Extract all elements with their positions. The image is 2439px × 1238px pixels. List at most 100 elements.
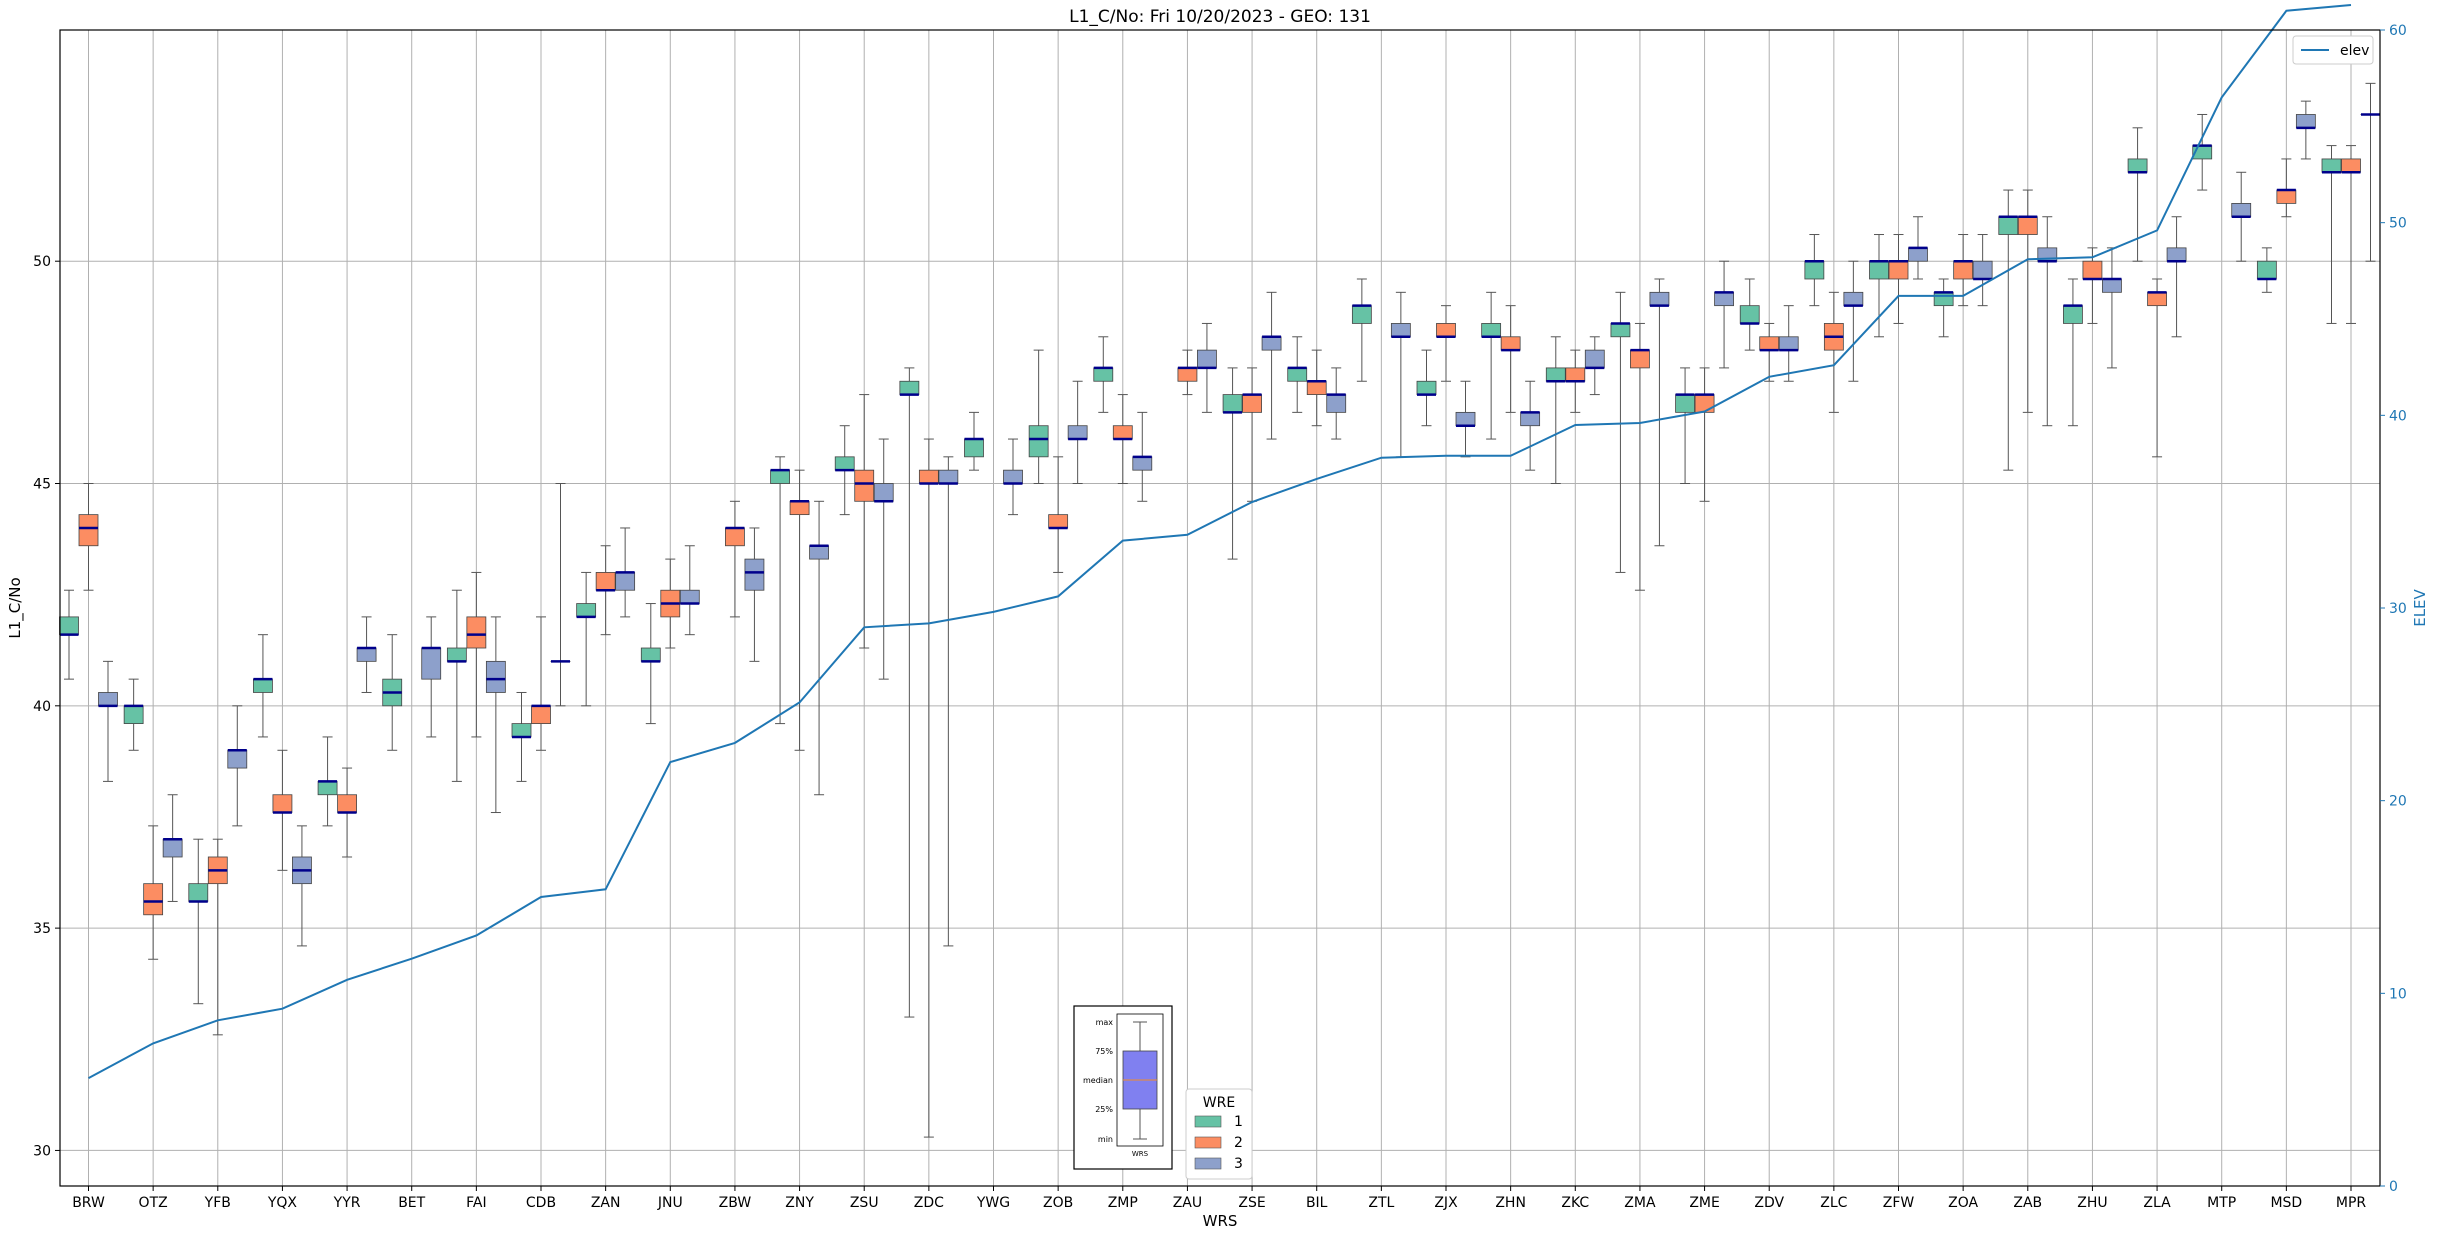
box-wre-3 xyxy=(2166,247,2187,262)
box-wre-1 xyxy=(511,723,532,738)
inset-label-median: median xyxy=(1083,1076,1113,1085)
box-wre-3 xyxy=(356,647,377,662)
box-wre-1 xyxy=(576,603,597,618)
box-wre-2 xyxy=(78,514,99,547)
box-wre-2 xyxy=(1953,260,1974,280)
x-tick-label: YYR xyxy=(333,1195,361,1211)
x-tick-label: MTP xyxy=(2207,1195,2236,1211)
x-tick-label: BET xyxy=(398,1195,425,1211)
x-tick-label: ZMP xyxy=(1108,1195,1138,1211)
elev-legend-frame xyxy=(2292,35,2374,65)
box-wre-2 xyxy=(595,572,616,591)
x-tick-label: YQX xyxy=(267,1195,298,1211)
box-wre-2 xyxy=(272,794,293,813)
x-tick-label: MSD xyxy=(2270,1195,2302,1211)
box-wre-3 xyxy=(1649,291,1670,307)
box-wre-2 xyxy=(1759,336,1780,351)
inset-label-min: min xyxy=(1098,1135,1113,1144)
box-wre-1 xyxy=(1869,260,1889,280)
box-wre-3 xyxy=(679,589,700,604)
inset-label-q3: 75% xyxy=(1095,1047,1113,1056)
box-wre-3 xyxy=(1455,411,1476,427)
box-wre-3 xyxy=(227,749,248,769)
y-right-tick-label: 40 xyxy=(2389,408,2407,424)
x-tick-label: BRW xyxy=(72,1195,105,1211)
box-wre-3 xyxy=(2231,202,2252,218)
box-wre-1 xyxy=(1481,323,1502,338)
box-wre-1 xyxy=(1222,394,1243,413)
y-axis-right-label: ELEV xyxy=(2411,588,2429,626)
box-wre-3 xyxy=(1132,456,1153,471)
box-wre-3 xyxy=(1778,336,1799,351)
box-wre-2 xyxy=(2147,291,2167,307)
elev-legend-label: elev xyxy=(2340,43,2369,59)
box-wre-3 xyxy=(1584,349,1605,369)
box-wre-3 xyxy=(421,647,442,680)
box-wre-1 xyxy=(253,678,273,693)
y-axis-label: L1_C/No xyxy=(6,577,25,638)
elev-legend: elev xyxy=(2292,35,2374,65)
wre-legend-title: WRE xyxy=(1203,1095,1235,1111)
y-right-tick-label: 10 xyxy=(2389,986,2407,1002)
box-wre-3 xyxy=(873,483,894,502)
x-tick-label: ZLC xyxy=(1820,1195,1847,1211)
axes: BRW OTZ YFB YQX YYR BET FAI CDB ZAN JNU ZBW ZNY ZSU Z… xyxy=(33,23,2407,1211)
box-wre-2 xyxy=(2276,189,2297,204)
inset-label-q1: 25% xyxy=(1095,1105,1113,1114)
x-tick-label: ZHN xyxy=(1495,1195,1526,1211)
x-tick-label: YWG xyxy=(976,1195,1010,1211)
wre-legend-swatch-3 xyxy=(1194,1157,1222,1170)
inset-label-x: WRS xyxy=(1132,1150,1149,1158)
wre-legend-swatch-2 xyxy=(1194,1136,1222,1149)
x-tick-label: FAI xyxy=(466,1195,486,1211)
x-tick-label: ZDV xyxy=(1754,1195,1784,1211)
box-wre-3 xyxy=(809,545,829,560)
wre-legend: WRE 1 2 3 xyxy=(1185,1088,1253,1180)
chart-title: L1_C/No: Fri 10/20/2023 - GEO: 131 xyxy=(1069,7,1371,27)
x-axis-label: WRS xyxy=(1203,1212,1238,1230)
y-tick-label: 50 xyxy=(33,254,51,270)
box-wre-1 xyxy=(188,883,209,902)
box-wre-2 xyxy=(143,883,164,916)
box-wre-2 xyxy=(1694,394,1715,413)
x-tick-label: ZDC xyxy=(914,1195,944,1211)
box-wre-3 xyxy=(1197,349,1217,369)
y-right-tick-label: 30 xyxy=(2389,601,2407,617)
box-wre-1 xyxy=(2256,260,2277,280)
x-tick-label: ZJX xyxy=(1434,1195,1458,1211)
x-tick-label: ZOA xyxy=(1948,1195,1978,1211)
box-wre-1 xyxy=(123,705,144,724)
x-tick-label: ZFW xyxy=(1883,1195,1915,1211)
x-tick-label: OTZ xyxy=(139,1195,168,1211)
box-wre-1 xyxy=(1028,425,1049,458)
box-wre-1 xyxy=(770,469,790,484)
x-tick-label: ZSE xyxy=(1238,1195,1265,1211)
x-tick-label: ZLA xyxy=(2143,1195,2171,1211)
box-legend-inset: max 75% median 25% min WRS xyxy=(1073,1005,1173,1170)
box-wre-1 xyxy=(1287,367,1308,382)
y-right-tick-label: 20 xyxy=(2389,794,2407,810)
x-tick-label: ZTL xyxy=(1368,1195,1394,1211)
box-wre-1 xyxy=(1933,291,1954,307)
wre-legend-label-3: 3 xyxy=(1234,1156,1243,1172)
box-wre-3 xyxy=(1261,336,1282,351)
box-wre-1 xyxy=(59,616,79,636)
y-tick-label: 45 xyxy=(33,477,51,493)
x-tick-label: ZKC xyxy=(1561,1195,1589,1211)
box-wre-2 xyxy=(1565,367,1586,382)
x-tick-label: YFB xyxy=(204,1195,231,1211)
wre-legend-frame xyxy=(1185,1088,1253,1180)
x-tick-label: ZSU xyxy=(850,1195,879,1211)
box-wre-2 xyxy=(918,469,939,484)
box-wre-2 xyxy=(1436,323,1456,338)
y-tick-label: 35 xyxy=(33,921,51,937)
box-wre-2 xyxy=(1242,394,1262,413)
box-wre-1 xyxy=(446,647,467,662)
box-wre-2 xyxy=(531,705,551,724)
box-wre-2 xyxy=(725,527,745,547)
box-wre-2 xyxy=(1112,425,1133,440)
box-wre-2 xyxy=(1306,380,1327,395)
box-wre-3 xyxy=(744,558,765,591)
box-wre-3 xyxy=(2295,114,2316,129)
